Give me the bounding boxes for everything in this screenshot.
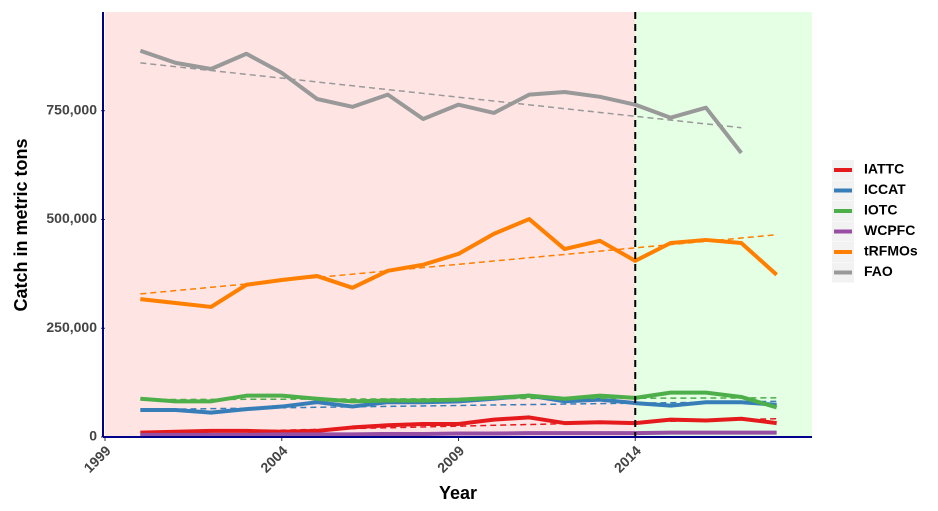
- y-tick-label: 250,000: [46, 319, 97, 335]
- x-tick-label: 2014: [611, 442, 644, 475]
- legend-label: WCPFC: [864, 222, 915, 238]
- series-line: [140, 390, 778, 410]
- x-tick-label: 1999: [80, 442, 113, 475]
- y-tick-label: 0: [89, 428, 97, 444]
- y-tick-label: 750,000: [46, 101, 97, 117]
- trend-line: [140, 397, 777, 401]
- period-region: [635, 12, 812, 437]
- legend-label: tRFMOs: [864, 243, 918, 259]
- legend-label: IOTC: [864, 202, 897, 218]
- trend-line: [140, 62, 742, 129]
- x-tick-label: 2004: [257, 442, 290, 475]
- trend-line: [140, 400, 777, 411]
- y-axis-title: Catch in metric tons: [11, 138, 31, 311]
- series-line: [139, 48, 743, 155]
- y-tick-label: 500,000: [46, 210, 97, 226]
- legend-label: ICCAT: [864, 181, 906, 197]
- legend-label: IATTC: [864, 161, 904, 177]
- period-region: [105, 12, 636, 437]
- x-axis-title: Year: [439, 483, 477, 503]
- series-line: [140, 217, 778, 309]
- series-line: [140, 430, 777, 437]
- legend-label: FAO: [864, 263, 893, 279]
- x-tick-label: 2009: [434, 442, 467, 475]
- series-line: [140, 415, 777, 435]
